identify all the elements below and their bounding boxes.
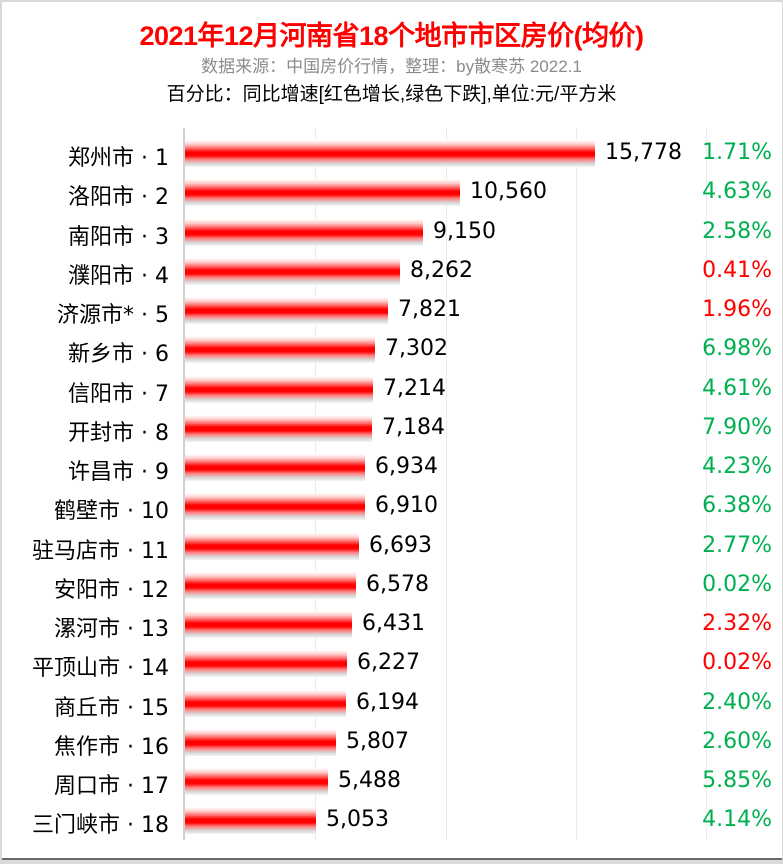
value-label: 7,214	[383, 375, 446, 401]
bar-row: 焦作市 · 16 5,807 2.60%	[0, 723, 783, 762]
yoy-percent: 2.58%	[702, 218, 772, 244]
value-label: 10,560	[470, 179, 547, 205]
bar-row: 漯河市 · 13 6,431 2.32%	[0, 605, 783, 644]
bar-row: 周口市 · 17 5,488 5.85%	[0, 762, 783, 801]
value-label: 6,934	[375, 454, 438, 479]
gridline	[315, 128, 316, 840]
bar-row: 濮阳市 · 4 8,262 0.41%	[0, 252, 783, 291]
value-label: 7,821	[398, 297, 461, 322]
category-label: 济源市* · 5	[57, 303, 169, 328]
category-label: 洛阳市 · 2	[68, 185, 169, 211]
category-label: 南阳市 · 3	[68, 224, 169, 250]
bar-row: 驻马店市 · 11 6,693 2.77%	[0, 527, 783, 566]
category-label: 郑州市 · 1	[68, 146, 169, 171]
category-label: 周口市 · 17	[54, 774, 169, 799]
bar-row: 新乡市 · 6 7,302 6.98%	[0, 330, 783, 369]
bar-row: 商丘市 · 15 6,194 2.40%	[0, 684, 783, 723]
price-bar	[185, 454, 365, 481]
category-label: 商丘市 · 15	[54, 695, 169, 721]
category-label: 新乡市 · 6	[68, 342, 169, 368]
yoy-percent: 2.77%	[702, 532, 772, 558]
bar-row: 南阳市 · 3 9,150 2.58%	[0, 213, 783, 252]
price-bar	[185, 532, 359, 560]
price-bar	[185, 140, 595, 167]
value-label: 5,807	[346, 728, 409, 754]
bar-row: 鹤壁市 · 10 6,910 6.38%	[0, 487, 783, 526]
price-bar	[185, 768, 328, 795]
price-bar	[185, 297, 388, 324]
value-label: 6,693	[369, 532, 432, 558]
yoy-percent: 0.02%	[702, 650, 772, 676]
gridline	[446, 128, 447, 840]
price-bar	[185, 257, 400, 285]
price-bar	[185, 728, 336, 756]
yoy-percent: 4.63%	[702, 179, 772, 205]
category-label: 漯河市 · 13	[54, 617, 169, 642]
price-bar	[185, 375, 373, 403]
price-bar	[185, 611, 352, 638]
plot-area: 郑州市 · 1 15,778 1.71% 洛阳市 · 2 10,560 4.63% 南阳市 …	[0, 128, 783, 840]
yoy-percent: 2.40%	[702, 689, 772, 715]
value-label: 5,053	[326, 807, 389, 833]
price-bar	[185, 571, 356, 599]
value-label: 9,150	[433, 218, 496, 244]
chart-note: 百分比：同比增速[红色增长,绿色下跌],单位:元/平方米	[166, 84, 617, 105]
gridline	[706, 128, 707, 840]
yoy-percent: 7.90%	[702, 414, 772, 440]
yoy-percent: 1.71%	[702, 140, 772, 165]
bar-row: 郑州市 · 1 15,778 1.71%	[0, 134, 783, 173]
yoy-percent: 0.41%	[702, 257, 772, 283]
category-label: 许昌市 · 9	[68, 460, 169, 485]
bar-row: 信阳市 · 7 7,214 4.61%	[0, 370, 783, 409]
value-label: 6,910	[375, 493, 438, 519]
yoy-percent: 2.60%	[702, 728, 772, 754]
gridline	[576, 128, 577, 840]
bar-row: 三门峡市 · 18 5,053 4.14%	[0, 801, 783, 840]
price-bar	[185, 336, 375, 364]
y-axis-line	[183, 128, 185, 840]
value-label: 7,302	[385, 336, 448, 362]
bar-row: 安阳市 · 12 6,578 0.02%	[0, 566, 783, 605]
yoy-percent: 4.61%	[702, 375, 772, 401]
value-label: 6,431	[362, 611, 425, 636]
category-label: 安阳市 · 12	[54, 577, 169, 603]
chart-subtitle: 数据来源：中国房价行情，整理：by散寒苏 2022.1	[201, 57, 582, 76]
category-label: 焦作市 · 16	[54, 734, 169, 760]
yoy-percent: 5.85%	[702, 768, 772, 793]
category-label: 驻马店市 · 11	[32, 538, 169, 564]
bar-row: 洛阳市 · 2 10,560 4.63%	[0, 173, 783, 212]
bar-row: 济源市* · 5 7,821 1.96%	[0, 291, 783, 330]
category-label: 开封市 · 8	[68, 420, 169, 446]
price-bar	[185, 218, 423, 246]
value-label: 6,578	[366, 571, 429, 597]
price-bar	[185, 414, 372, 442]
value-label: 8,262	[410, 257, 473, 283]
yoy-percent: 4.14%	[702, 807, 772, 833]
value-label: 7,184	[382, 414, 445, 440]
price-bar	[185, 179, 460, 207]
bar-row: 平顶山市 · 14 6,227 0.02%	[0, 644, 783, 683]
value-label: 6,227	[357, 650, 420, 676]
category-label: 鹤壁市 · 10	[54, 499, 169, 525]
price-bar	[185, 650, 347, 678]
category-label: 三门峡市 · 18	[32, 813, 169, 839]
yoy-percent: 2.32%	[702, 611, 772, 636]
category-label: 濮阳市 · 4	[68, 263, 169, 289]
value-label: 6,194	[356, 689, 419, 715]
value-label: 5,488	[338, 768, 401, 793]
price-bar	[185, 807, 316, 835]
price-bar	[185, 493, 365, 521]
bar-row: 许昌市 · 9 6,934 4.23%	[0, 448, 783, 487]
category-label: 平顶山市 · 14	[32, 656, 169, 682]
yoy-percent: 6.98%	[702, 336, 772, 362]
category-label: 信阳市 · 7	[68, 381, 169, 407]
chart-title: 2021年12月河南省18个地市市区房价(均价)	[139, 21, 644, 51]
value-label: 15,778	[605, 140, 682, 165]
yoy-percent: 4.23%	[702, 454, 772, 479]
yoy-percent: 0.02%	[702, 571, 772, 597]
yoy-percent: 6.38%	[702, 493, 772, 519]
price-bar	[185, 689, 346, 717]
yoy-percent: 1.96%	[702, 297, 772, 322]
bar-row: 开封市 · 8 7,184 7.90%	[0, 409, 783, 448]
